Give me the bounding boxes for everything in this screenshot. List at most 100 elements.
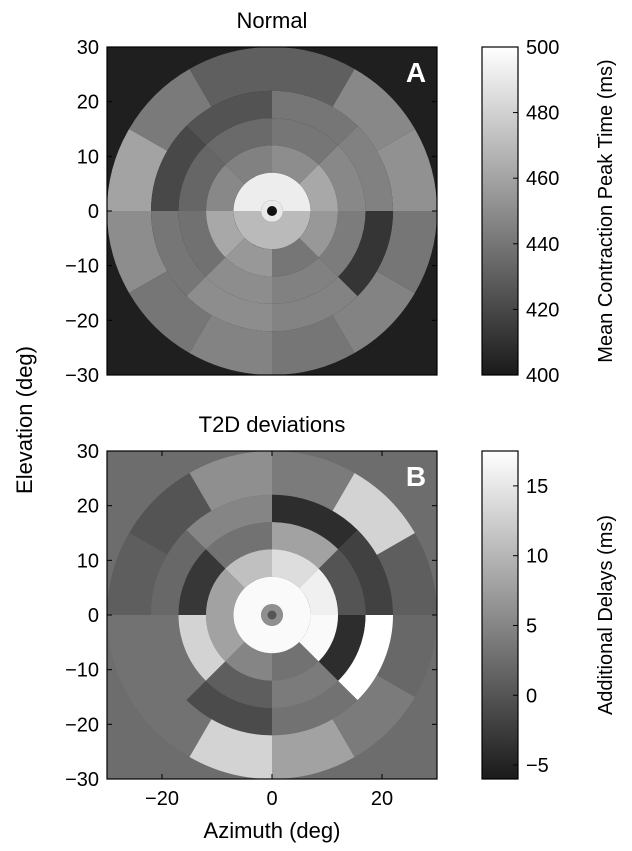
panel-a-sector bbox=[332, 68, 415, 151]
panel-a-letter: A bbox=[406, 57, 426, 88]
panel-b-sector bbox=[205, 522, 272, 569]
panel-a-colorbar-tick-label: 400 bbox=[526, 365, 559, 387]
panel-b-x-tick-label: 0 bbox=[266, 788, 277, 810]
panel-a-sector bbox=[189, 47, 272, 107]
panel-a-sector bbox=[151, 211, 206, 297]
panel-b-sector bbox=[338, 615, 393, 701]
panel-b-colorbar-tick-label: 10 bbox=[526, 546, 548, 568]
panel-a-sector bbox=[205, 257, 272, 304]
panel-b-sector bbox=[233, 576, 311, 615]
panel-b-sector bbox=[318, 615, 366, 681]
panel-b-sector bbox=[107, 615, 168, 697]
panel-b-sector bbox=[376, 533, 437, 615]
panel-b-colorbar-tick-label: 0 bbox=[526, 685, 537, 707]
panel-b-y-tick-label: 0 bbox=[88, 605, 99, 627]
panel-a-sector bbox=[332, 271, 415, 354]
panel-a-sector bbox=[225, 238, 272, 277]
panel-b-sector bbox=[332, 675, 415, 758]
panel-b-sector bbox=[206, 568, 245, 615]
panel-a-colorbar-tick-label: 420 bbox=[526, 299, 559, 321]
panel-a-sector bbox=[206, 164, 245, 211]
panel-b-colorbar-tick-label: 5 bbox=[526, 615, 537, 637]
panel-a-y-tick-label: 20 bbox=[77, 92, 99, 114]
panel-a-y-tick-label: 30 bbox=[77, 37, 99, 59]
panel-b-sector bbox=[332, 472, 415, 555]
panel-b-sector bbox=[376, 615, 437, 697]
panel-b-letter: B bbox=[406, 461, 426, 492]
panel-b-sector bbox=[178, 615, 226, 681]
y-axis-label: Elevation (deg) bbox=[12, 346, 37, 494]
panel-b-sector bbox=[186, 494, 272, 550]
panel-b-y-tick-label: −20 bbox=[65, 714, 99, 736]
panel-a-sector bbox=[376, 211, 437, 293]
panel-a-sector bbox=[318, 145, 366, 211]
panel-b-sector bbox=[225, 549, 272, 588]
panel-b-sector bbox=[206, 615, 245, 662]
panel-a-sector bbox=[318, 211, 366, 277]
panel-b-y-tick-label: −30 bbox=[65, 769, 99, 791]
panel-b-sector bbox=[272, 719, 355, 779]
panel-a-sector bbox=[186, 276, 272, 332]
panel-b-sector bbox=[151, 529, 206, 615]
panel-a-sector bbox=[129, 68, 212, 151]
panel-a-sector bbox=[205, 118, 272, 165]
panel-a-sector bbox=[178, 211, 226, 277]
panel-a-sector bbox=[272, 257, 339, 304]
panel-a-sector bbox=[107, 211, 168, 293]
panel-a-sector bbox=[186, 90, 272, 146]
panel-b-title: T2D deviations bbox=[199, 412, 346, 437]
panel-b-heatmap bbox=[107, 451, 437, 779]
panel-a-sector bbox=[272, 238, 319, 277]
panel-b-sector bbox=[225, 642, 272, 681]
panel-b-y-tick-label: −10 bbox=[65, 660, 99, 682]
panel-b-sector bbox=[189, 451, 272, 511]
panel-b-sector bbox=[272, 451, 355, 511]
panel-b-sector bbox=[272, 661, 339, 708]
panel-b-sector bbox=[178, 549, 226, 615]
panel-a-sector bbox=[107, 129, 168, 211]
panel-a-sector bbox=[338, 125, 393, 211]
panel-b-colorbar-label: Additional Delays (ms) bbox=[595, 515, 617, 715]
panel-b-y-tick-label: 20 bbox=[77, 496, 99, 518]
panel-b-sector bbox=[338, 529, 393, 615]
panel-b-x-ticks: −20 0 20 bbox=[145, 451, 393, 810]
panel-a-center-dot bbox=[267, 206, 277, 216]
panel-a-colorbar-tick-label: 480 bbox=[526, 103, 559, 125]
panel-a-title: Normal bbox=[237, 8, 308, 33]
panel-a-sector bbox=[272, 315, 355, 375]
panel-a-sector bbox=[338, 211, 393, 297]
panel-a-sector bbox=[272, 47, 355, 107]
panel-a-sector bbox=[225, 145, 272, 184]
panel-a-y-tick-label: −30 bbox=[65, 365, 99, 387]
panel-a-sector bbox=[272, 145, 319, 184]
panel-b-sector bbox=[129, 675, 212, 758]
panel-b-sector bbox=[272, 680, 358, 736]
panel-b-center-dot bbox=[267, 610, 277, 620]
panel-a-sector bbox=[233, 172, 311, 211]
panel-a-sector bbox=[299, 164, 339, 211]
panel-b-colorbar-tick-label: 15 bbox=[526, 476, 548, 498]
panel-a-y-tick-label: −10 bbox=[65, 256, 99, 278]
panel-b-sector bbox=[107, 533, 168, 615]
panel-b-colorbar-tick-label: −5 bbox=[526, 755, 549, 777]
panel-b-y-ticks: 30 20 10 0 −10 −20 −30 bbox=[65, 441, 437, 791]
panel-b-sector bbox=[299, 615, 338, 662]
panel-a-y-tick-label: −20 bbox=[65, 310, 99, 332]
panel-b-sector bbox=[189, 719, 272, 779]
panel-a-y-ticks: 30 20 10 0 −10 −20 −30 bbox=[65, 37, 437, 387]
panel-b-colorbar-gradient bbox=[481, 450, 519, 780]
panel-a-colorbar-tick-label: 440 bbox=[526, 234, 559, 256]
panel-b-sector bbox=[205, 661, 272, 708]
x-axis-label: Azimuth (deg) bbox=[204, 818, 341, 843]
panel-a-colorbar-gradient bbox=[481, 46, 519, 376]
panel-b-sector bbox=[318, 549, 366, 615]
panel-a-colorbar-tick-label: 500 bbox=[526, 37, 559, 59]
panel-a-sector bbox=[272, 276, 358, 332]
panel-b-sector bbox=[233, 615, 311, 654]
panel-a-sector bbox=[233, 211, 311, 250]
panel-a: Normal A 30 20 10 0 −10 −20 −30 400 420 440 460 48… bbox=[65, 8, 617, 387]
panel-b-sector bbox=[299, 568, 339, 615]
panel-a-sector bbox=[272, 118, 339, 165]
panel-a-sector bbox=[272, 90, 358, 146]
